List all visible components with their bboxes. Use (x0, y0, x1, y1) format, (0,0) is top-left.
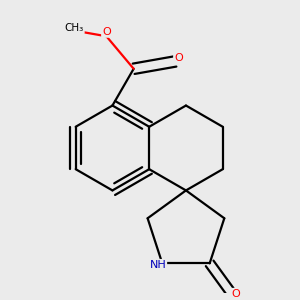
Text: NH: NH (149, 260, 166, 270)
Text: O: O (174, 53, 183, 64)
Text: O: O (102, 27, 111, 37)
Text: O: O (231, 289, 240, 299)
Text: CH₃: CH₃ (64, 23, 84, 33)
